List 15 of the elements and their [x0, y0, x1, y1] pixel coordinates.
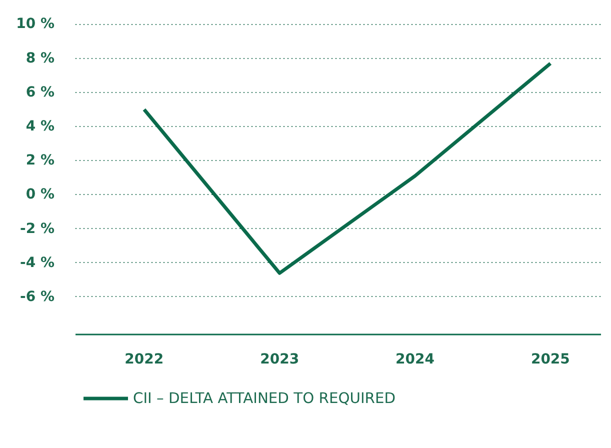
y-tick-label: -2 %	[20, 220, 54, 237]
y-tick-label: -4 %	[20, 254, 54, 271]
y-tick-label: -6 %	[20, 288, 54, 305]
x-tick-label: 2023	[260, 352, 300, 368]
y-tick-label: 8 %	[26, 50, 55, 66]
x-tick-label: 2024	[396, 352, 435, 368]
y-tick-label: 6 %	[26, 84, 55, 100]
y-tick-label: 0 %	[26, 186, 55, 203]
x-tick-label: 2025	[530, 352, 570, 368]
y-tick-label: 4 %	[26, 118, 55, 134]
line-series	[142, 62, 552, 275]
x-tick-label: 2022	[124, 352, 164, 368]
legend-label: CII – DELTA ATTAINED TO REQUIRED	[133, 390, 396, 406]
y-tick-label: 2 %	[26, 152, 55, 169]
y-tick-label: 10 %	[16, 16, 55, 32]
